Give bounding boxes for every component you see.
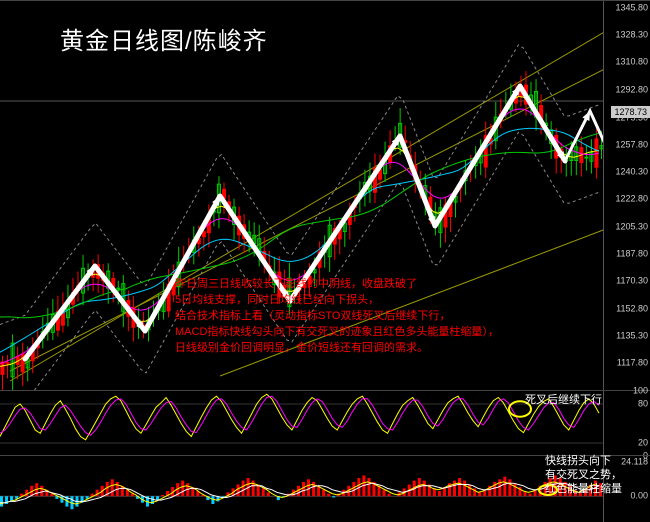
price-y-axis: 1345.801328.301310.801292.801275.301257.… (603, 1, 650, 391)
sto-indicator (0, 391, 604, 456)
macd-indicator (0, 456, 604, 522)
sto-y-axis: 10080200 (603, 391, 650, 456)
macd-annotation: 快线拐头向下 有交死叉之势， 红色能量柱缩量 (545, 454, 622, 496)
current-price-tag: 1278.73 (611, 106, 650, 118)
sto-annotation: 死叉后继续下行 (525, 393, 602, 407)
commentary-text: 昨日周三日线收较长下影线的中阴线，收盘跌破了 5日均线支撑，同时日均线已经向下拐… (175, 276, 499, 356)
